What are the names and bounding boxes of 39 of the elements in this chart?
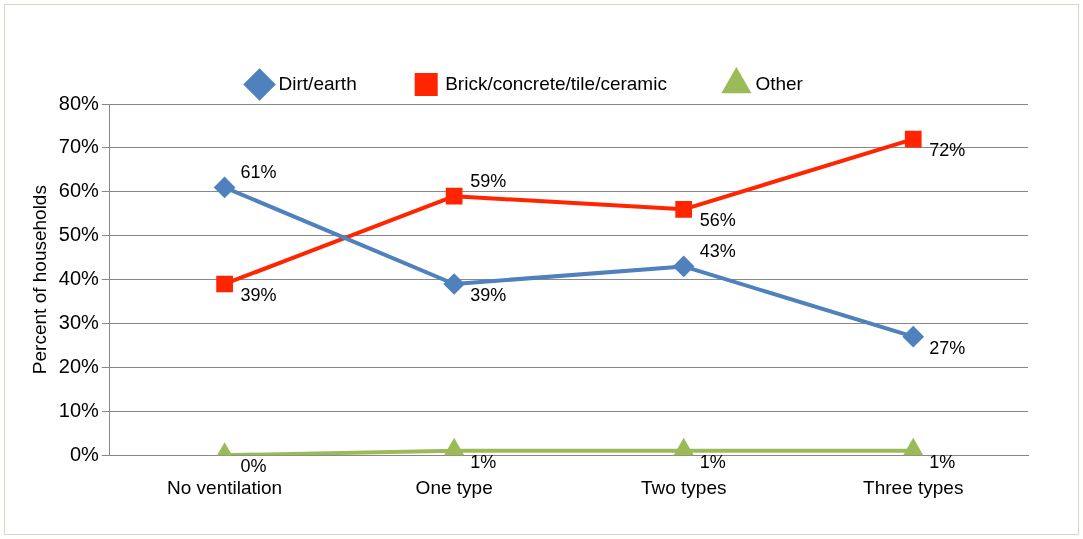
point <box>903 437 924 456</box>
data-label: 1% <box>929 451 956 472</box>
data-label: 59% <box>470 171 507 192</box>
data-label: 56% <box>699 210 736 231</box>
point <box>673 256 694 277</box>
point <box>444 437 464 456</box>
x-tick-label: Two types <box>640 476 727 498</box>
y-tick-label: 0% <box>69 442 100 465</box>
data-label: 61% <box>240 162 277 183</box>
x-tick-label: Three types <box>863 476 964 498</box>
y-tick-label: 50% <box>58 223 100 246</box>
y-tick-label: 80% <box>58 91 100 114</box>
point <box>675 201 693 218</box>
y-tick-label: 60% <box>58 179 100 202</box>
y-tick-label: 40% <box>58 267 100 290</box>
y-tick-label: 30% <box>58 311 100 334</box>
x-tick-label: One type <box>415 476 493 498</box>
point <box>214 177 235 198</box>
data-label: 39% <box>240 284 277 305</box>
x-tick-label: No ventilation <box>167 476 283 498</box>
legend-label: Brick/concrete/tile/ceramic <box>445 72 667 94</box>
data-label: 43% <box>699 241 736 262</box>
y-axis-title: Percent of households <box>28 185 50 375</box>
point <box>444 273 465 294</box>
point <box>673 437 694 456</box>
data-label: 27% <box>929 337 966 358</box>
data-label: 1% <box>470 451 497 472</box>
point <box>216 275 233 293</box>
point <box>445 187 463 205</box>
data-label: 72% <box>929 140 966 161</box>
data-label: 0% <box>240 456 267 477</box>
data-label: 1% <box>699 451 726 472</box>
y-tick-label: 70% <box>58 135 100 158</box>
legend-label: Dirt/earth <box>278 72 357 94</box>
y-tick-label: 20% <box>58 354 100 377</box>
data-label: 39% <box>470 284 507 305</box>
legend-label: Other <box>755 72 804 94</box>
y-tick-label: 10% <box>58 398 100 421</box>
point <box>904 130 922 148</box>
